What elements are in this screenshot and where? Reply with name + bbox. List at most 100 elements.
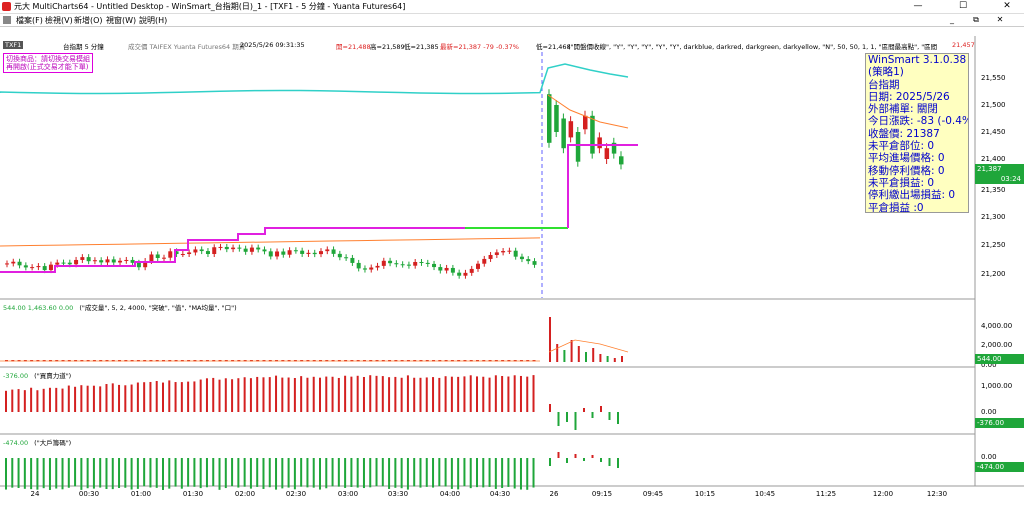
candle — [149, 254, 154, 262]
power-bar — [406, 375, 409, 412]
big-label-value: -474.00 — [3, 439, 29, 447]
volume-bar — [613, 358, 616, 362]
candle — [42, 266, 47, 271]
infobox-title: WinSmart 3.1.0.38 — [868, 54, 967, 66]
volume-bar — [570, 340, 573, 362]
power-bar — [532, 375, 535, 412]
power-bar — [574, 412, 577, 430]
big-player-bar — [74, 458, 77, 487]
power-bar — [80, 385, 83, 412]
candle — [438, 267, 443, 271]
candle — [344, 257, 349, 259]
big-player-bar — [224, 458, 227, 489]
volume-pane-label[interactable]: 544.00 1,463.60 0.00 ("成交量", 5, 2, 4000,… — [3, 302, 237, 312]
candle — [187, 252, 192, 255]
candle — [256, 247, 261, 250]
candle — [143, 261, 148, 268]
last-price-label: 21,387 — [975, 164, 1024, 174]
big-player-bar — [413, 458, 416, 487]
power-bar — [218, 379, 221, 412]
big-player-bar — [519, 458, 522, 490]
big-player-bar — [262, 458, 265, 489]
big-player-bar — [331, 458, 334, 487]
power-pane-label[interactable]: -376.00 ("買賣力道") — [3, 370, 71, 380]
power-bar — [425, 377, 428, 412]
mdi-restore-button[interactable]: ⧉ — [973, 15, 979, 24]
time-tick: 12:00 — [872, 490, 894, 498]
big-player-bar — [350, 458, 353, 488]
big-player-bar — [375, 458, 378, 487]
power-bar — [268, 377, 271, 412]
infobox-line: 停利繳出場損益: 0 — [868, 189, 956, 202]
big-player-bar — [388, 458, 391, 489]
big-player-bar — [168, 458, 171, 489]
big-player-bar — [425, 458, 428, 487]
big-player-pane-label[interactable]: -474.00 ("大戶籌碼") — [3, 437, 71, 447]
power-label-params: ("買賣力道") — [34, 372, 72, 380]
power-bar — [375, 375, 378, 412]
symbol-code[interactable]: TXF1 — [3, 41, 24, 49]
power-bar — [388, 377, 391, 412]
candle — [444, 267, 449, 271]
infobox-line: 今日漲跌: -83 (-0.4%) — [868, 115, 969, 128]
candle — [469, 268, 474, 273]
power-bar — [287, 377, 290, 412]
time-tick: 02:30 — [285, 490, 307, 498]
candle — [319, 251, 323, 255]
candle — [394, 263, 399, 265]
power-bar — [180, 382, 183, 412]
maximize-button[interactable]: ☐ — [958, 1, 968, 11]
infobox-line: 外部補單: 關閉 — [868, 103, 938, 116]
chart-window-icon[interactable] — [3, 16, 11, 24]
menu-file[interactable]: 檔案(F) — [16, 16, 43, 25]
menu-view[interactable]: 檢視(V) — [45, 16, 73, 25]
chart-area[interactable] — [0, 26, 1024, 509]
big-player-bar — [356, 458, 359, 488]
window-titlebar: 元大 MultiCharts64 - Untitled Desktop - Wi… — [0, 0, 1024, 14]
power-bar — [608, 412, 611, 420]
price-tick: 21,450 — [981, 128, 1006, 136]
power-bar — [293, 377, 296, 412]
big-player-bar — [469, 458, 472, 489]
power-bar — [432, 377, 435, 412]
power-bar — [369, 375, 372, 412]
power-bar — [124, 385, 127, 412]
close-button[interactable]: ✕ — [1003, 1, 1011, 11]
power-bar — [557, 412, 560, 426]
big-player-bar — [193, 458, 196, 487]
big-player-bar — [136, 458, 139, 489]
volume-bar — [563, 350, 566, 362]
big-player-bar — [218, 458, 221, 490]
power-bar — [413, 377, 416, 412]
power-tick: 0.00 — [981, 408, 997, 416]
time-tick: 10:45 — [754, 490, 776, 498]
power-bar — [149, 381, 152, 412]
big-player-bar — [591, 455, 594, 458]
menu-help[interactable]: 說明(H) — [139, 16, 168, 25]
big-player-bar — [513, 458, 516, 489]
big-player-bar — [432, 458, 435, 488]
app-icon — [2, 2, 11, 11]
volume-bar — [599, 354, 602, 362]
power-bar — [476, 376, 478, 412]
big-player-bar — [275, 458, 278, 490]
candle — [457, 272, 462, 276]
menu-window[interactable]: 視窗(W) — [106, 16, 137, 25]
menu-new[interactable]: 新增(O) — [74, 16, 103, 25]
candle — [331, 249, 336, 254]
mdi-minimize-button[interactable]: _ — [950, 15, 954, 24]
time-tick: 09:45 — [642, 490, 664, 498]
mdi-close-button[interactable]: ✕ — [996, 15, 1004, 24]
power-bar — [256, 376, 259, 412]
big-player-bar — [174, 458, 177, 487]
volume-bar — [606, 356, 609, 362]
candle — [482, 258, 487, 264]
time-tick: 03:00 — [337, 490, 359, 498]
big-player-bar — [419, 458, 422, 488]
minimize-button[interactable]: — — [913, 1, 923, 11]
big-player-bar — [450, 458, 453, 489]
strategy-params[interactable]: ("開盤價收線", "Y", "Y", "Y", "Y", "Y", darkb… — [568, 43, 938, 51]
big-player-bar — [608, 458, 611, 466]
candle — [92, 260, 97, 262]
candle — [17, 261, 22, 266]
